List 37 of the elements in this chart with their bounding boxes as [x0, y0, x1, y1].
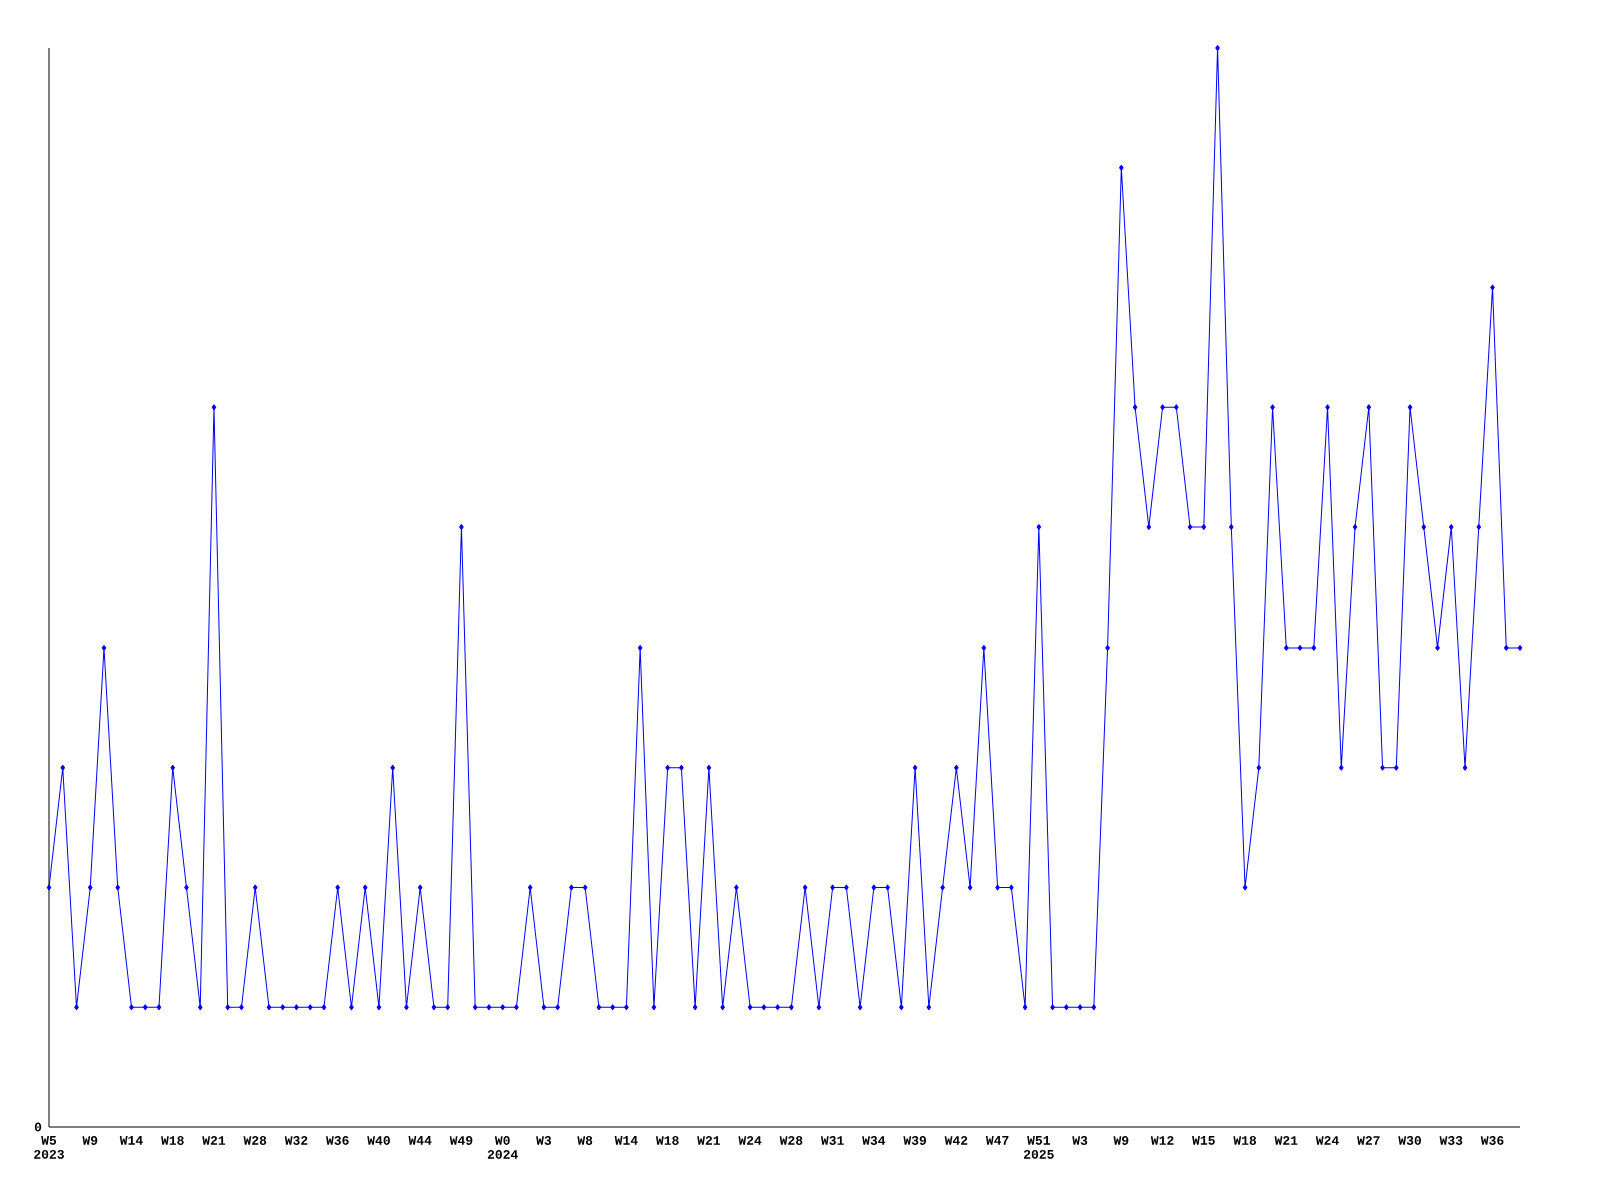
x-tick-label: W3 [1072, 1136, 1088, 1145]
x-tick-label: W8 [577, 1136, 593, 1145]
x-tick-label: W18 [655, 1136, 679, 1145]
x-tick-label: W30 [1398, 1136, 1421, 1145]
x-tick-label: W21 [202, 1136, 226, 1145]
x-tick-label: W47 [985, 1136, 1009, 1145]
x-tick-label: W15 [1192, 1136, 1215, 1145]
x-tick-label: W18 [161, 1136, 184, 1145]
x-tick-label: W33 [1439, 1136, 1463, 1145]
x-tick-label: W34 [862, 1136, 886, 1145]
x-tick-label: W3 [536, 1136, 552, 1145]
x-tick-label: W27 [1357, 1136, 1380, 1145]
x-tick-label: W14 [614, 1136, 638, 1145]
x-tick-label: W49 [449, 1136, 473, 1145]
x-tick-label: W24 [738, 1136, 762, 1145]
x-tick-label: W5 2023 [34, 1136, 64, 1159]
x-tick-label: W21 [697, 1136, 721, 1145]
x-tick-label: W32 [284, 1136, 308, 1145]
x-tick-label: W9 [1113, 1136, 1129, 1145]
x-tick-label: W39 [903, 1136, 927, 1145]
x-tick-label: W9 [82, 1136, 98, 1145]
x-tick-label: W51 2025 [1024, 1136, 1054, 1159]
x-tick-label: W28 [779, 1136, 803, 1145]
x-tick-label: W31 [820, 1136, 844, 1145]
x-tick-label: W36 [326, 1136, 349, 1145]
x-tick-label: W24 [1315, 1136, 1339, 1145]
x-tick-label: W0 2024 [487, 1136, 518, 1159]
x-tick-label: W18 [1233, 1136, 1257, 1145]
x-tick-label: W21 [1274, 1136, 1298, 1145]
x-tick-label: W14 [119, 1136, 143, 1145]
x-tick-label: W42 [944, 1136, 968, 1145]
x-tick-label: W40 [367, 1136, 390, 1145]
x-tick-label: W44 [408, 1136, 432, 1145]
text: 0 [34, 1122, 42, 1132]
x-tick-label: W12 [1150, 1136, 1174, 1145]
x-tick-label: W28 [243, 1136, 267, 1145]
x-tick-label: W36 [1480, 1136, 1504, 1145]
